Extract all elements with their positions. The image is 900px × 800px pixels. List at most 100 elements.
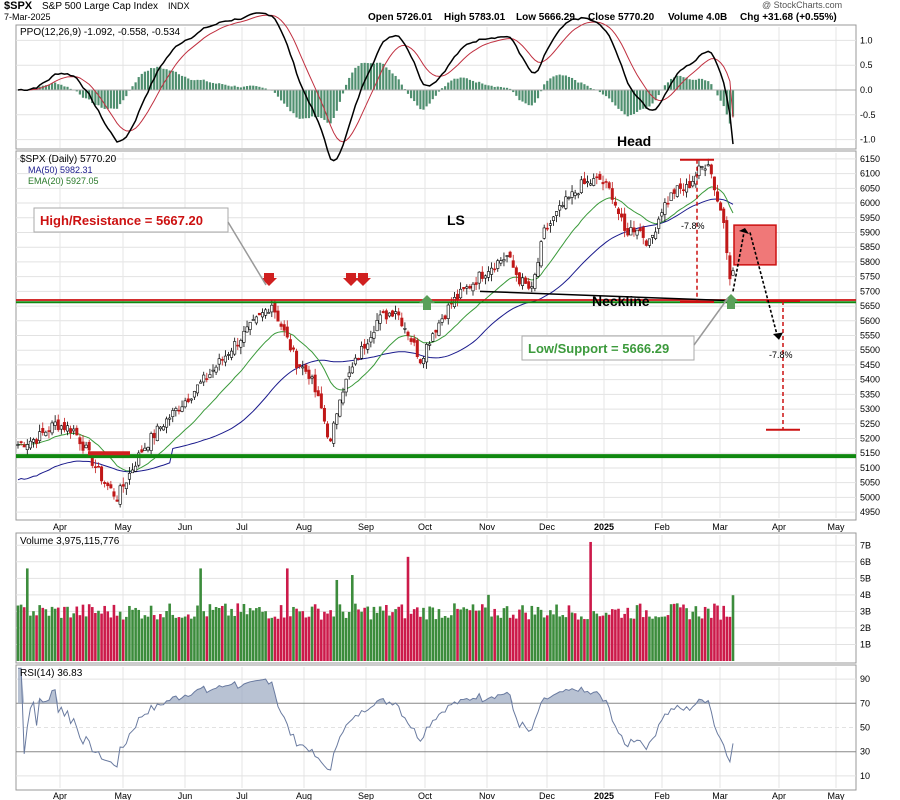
- ppo-histogram-bar: [598, 89, 602, 93]
- ppo-histogram-bar: [60, 84, 63, 90]
- candle-body: [480, 271, 484, 279]
- candle-body: [387, 312, 391, 317]
- candle-body: [239, 340, 243, 348]
- volume-bar: [388, 615, 391, 661]
- ppo-histogram-bar: [184, 76, 187, 90]
- candle-body: [660, 212, 664, 217]
- candle-body: [363, 343, 367, 349]
- drop-arrow-down: [749, 232, 779, 339]
- volume-bar: [450, 615, 453, 661]
- index-name: S&P 500 Large Cap Index: [42, 1, 158, 12]
- candle-body: [666, 202, 670, 205]
- volume-bar: [282, 617, 286, 661]
- volume-bar: [19, 604, 23, 661]
- volume-bar: [56, 607, 60, 661]
- resistance-arrow: [343, 273, 359, 286]
- rsi-layer: [18, 667, 734, 771]
- ppo-histogram-bar: [369, 63, 372, 90]
- volume-bar: [691, 611, 695, 661]
- rsi-tick-label: 10: [860, 771, 870, 781]
- month-label-top: Mar: [712, 522, 728, 532]
- candle-body: [508, 251, 512, 258]
- ppo-tick-label: -1.0: [860, 135, 876, 145]
- candle-body: [149, 433, 153, 451]
- candle-body: [474, 282, 478, 285]
- volume-bar: [205, 616, 209, 661]
- ppo-histogram-bar: [614, 89, 617, 106]
- volume-bar: [496, 615, 500, 661]
- ppo-histogram-bar: [202, 79, 205, 90]
- ppo-panel: [15, 24, 857, 150]
- volume-bar: [688, 619, 691, 661]
- price-tick-label: 5150: [860, 448, 880, 458]
- support-arrow: [419, 295, 435, 310]
- volume-bar: [592, 611, 596, 661]
- volume-bar: [196, 605, 199, 661]
- candle-body: [208, 374, 212, 378]
- volume-bar: [515, 618, 518, 661]
- volume-bar: [94, 612, 97, 661]
- volume-bar: [50, 606, 54, 661]
- candle-body: [47, 430, 51, 432]
- ppo-histogram-bar: [301, 89, 304, 119]
- candle-body: [202, 374, 206, 383]
- ppo-histogram-bar: [338, 89, 342, 102]
- volume-legend: Volume 3,975,115,776: [20, 536, 120, 547]
- candle-body: [381, 311, 385, 314]
- symbol: $SPX: [4, 0, 33, 12]
- ppo-histogram-bar: [187, 78, 190, 90]
- price-tick-label: 5300: [860, 404, 880, 414]
- month-label-bottom: Oct: [418, 791, 433, 800]
- candle-body: [483, 275, 487, 279]
- candle-body: [613, 201, 617, 206]
- volume-bar: [366, 606, 370, 661]
- ppo-histogram-bar: [629, 89, 632, 116]
- month-label-top: Jul: [236, 522, 248, 532]
- candle-body: [505, 255, 509, 257]
- volume-bar: [152, 615, 156, 661]
- ppo-histogram-bar: [604, 89, 608, 97]
- price-tick-label: 4950: [860, 507, 880, 517]
- volume-bar: [456, 608, 459, 661]
- ppo-histogram-bar: [317, 89, 320, 118]
- candle-body: [632, 227, 636, 233]
- candle-body: [223, 355, 227, 363]
- volume-bar: [632, 618, 636, 661]
- ppo-histogram-bar: [214, 83, 218, 90]
- candle-body: [545, 227, 549, 230]
- candle-body: [78, 437, 82, 445]
- ppo-histogram-bar: [512, 89, 515, 93]
- candle-body: [165, 418, 169, 428]
- price-tick-label: 6000: [860, 198, 880, 208]
- volume-bar: [555, 604, 558, 661]
- candle-body: [326, 423, 330, 438]
- ppo-histogram-bar: [224, 84, 227, 90]
- candle-body: [366, 343, 370, 350]
- candle-body: [211, 369, 215, 372]
- candle-body: [601, 182, 605, 185]
- candle-body: [288, 339, 292, 351]
- candle-body: [279, 323, 283, 327]
- volume-bar: [586, 619, 589, 661]
- candle-body: [669, 192, 673, 201]
- ppo-histogram-bar: [180, 75, 184, 90]
- ppo-histogram-bar: [106, 89, 109, 110]
- ppo-histogram-bar: [366, 63, 369, 90]
- candle-body: [598, 174, 602, 180]
- volume-bar: [589, 541, 592, 661]
- candle-body: [462, 287, 466, 290]
- ppo-histogram-bar: [239, 87, 242, 90]
- candle-body: [353, 357, 357, 365]
- volume-bar: [623, 613, 626, 661]
- volume-bar: [697, 616, 701, 661]
- candle-body: [332, 422, 336, 444]
- candle-body: [84, 444, 88, 449]
- ppo-histogram-bar: [103, 89, 106, 109]
- ppo-histogram-bar: [298, 89, 301, 119]
- ppo-histogram-bar: [81, 89, 85, 98]
- candle-body: [267, 312, 271, 314]
- ppo-histogram-bar: [397, 79, 400, 90]
- ppo-histogram-bar: [199, 80, 202, 90]
- candle-body: [356, 357, 360, 360]
- candle-body: [81, 441, 85, 451]
